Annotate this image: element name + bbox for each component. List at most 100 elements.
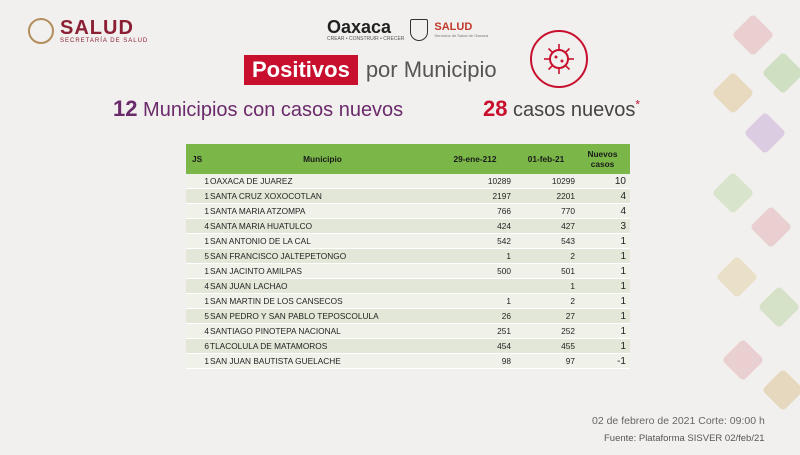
cell-date2: 543 (514, 233, 578, 249)
cell-date1: 98 (436, 353, 514, 369)
salud-subtitle: SECRETARÍA DE SALUD (60, 38, 149, 44)
cell-date2: 1 (514, 278, 578, 294)
cell-date2: 455 (514, 338, 578, 354)
cell-new: 1 (578, 338, 630, 354)
cell-date2: 427 (514, 218, 578, 234)
salud-logo: SALUD SECRETARÍA DE SALUD (28, 18, 148, 44)
oaxaca-name: Oaxaca (327, 17, 392, 37)
cell-js: 4 (186, 218, 210, 234)
state-salud-title: SALUD (434, 21, 473, 33)
decor-tile (749, 205, 793, 249)
table-row: 1 SAN JUAN BAUTISTA GUELACHE 98 97 -1 (186, 353, 630, 369)
municipios-stat: 12 Municipios con casos nuevos (113, 96, 403, 122)
cell-new: 1 (578, 278, 630, 294)
header-date2: 01-feb-21 (514, 144, 578, 174)
table-row: 4 SAN JUAN LACHAO 1 1 (186, 278, 630, 294)
cell-date1: 500 (436, 263, 514, 279)
municipios-count: 12 (113, 96, 138, 121)
decor-tile (757, 285, 800, 329)
cell-municipio: SAN PEDRO Y SAN PABLO TEPOSCOLULA (210, 308, 436, 324)
table-header-row: JS Municipio 29-ene-212 01-feb-21 Nuevos… (186, 144, 630, 174)
cell-date2: 2201 (514, 188, 578, 204)
table-row: 6 TLACOLULA DE MATAMOROS 454 455 1 (186, 338, 630, 354)
cell-js: 1 (186, 293, 210, 309)
decor-tile (711, 171, 755, 215)
cases-count: 28 (483, 96, 508, 121)
decor-tile (721, 338, 765, 382)
decor-tile (711, 71, 755, 115)
title-rest: por Municipio (365, 57, 497, 82)
table-row: 5 SAN FRANCISCO JALTEPETONGO 1 2 1 (186, 248, 630, 264)
cell-date1 (436, 278, 514, 294)
cell-new: 1 (578, 263, 630, 279)
cell-date2: 2 (514, 293, 578, 309)
decor-tile (761, 51, 800, 95)
table-row: 1 SAN JACINTO AMILPAS 500 501 1 (186, 263, 630, 279)
cell-date1: 542 (436, 233, 514, 249)
cell-js: 4 (186, 278, 210, 294)
cell-date2: 10299 (514, 174, 578, 189)
municipios-label: Municipios con casos nuevos (143, 99, 404, 121)
cell-js: 4 (186, 323, 210, 339)
cell-municipio: SANTIAGO PINOTEPA NACIONAL (210, 323, 436, 339)
cell-date1: 10289 (436, 174, 514, 189)
table-row: 4 SANTA MARIA HUATULCO 424 427 3 (186, 218, 630, 234)
cell-date1: 26 (436, 308, 514, 324)
cell-new: 1 (578, 233, 630, 249)
cell-date2: 97 (514, 353, 578, 369)
table-row: 1 SANTA MARIA ATZOMPA 766 770 4 (186, 203, 630, 219)
cell-new: 1 (578, 323, 630, 339)
table-row: 1 SANTA CRUZ XOXOCOTLAN 2197 2201 4 (186, 188, 630, 204)
cell-date1: 251 (436, 323, 514, 339)
page-title: Positivos por Municipio (244, 55, 497, 85)
table-row: 4 SANTIAGO PINOTEPA NACIONAL 251 252 1 (186, 323, 630, 339)
cell-municipio: SANTA MARIA HUATULCO (210, 218, 436, 234)
decor-tile (743, 111, 787, 155)
cell-date1: 766 (436, 203, 514, 219)
state-salud-subtitle: Servicios de Salud de Oaxaca (434, 33, 488, 38)
cell-municipio: SAN JACINTO AMILPAS (210, 263, 436, 279)
cell-js: 1 (186, 203, 210, 219)
oaxaca-logos: Oaxaca CREAR • CONSTRUIR • CRECER SALUD … (327, 18, 488, 42)
cell-date1: 1 (436, 248, 514, 264)
cell-date1: 1 (436, 293, 514, 309)
cell-js: 5 (186, 308, 210, 324)
cases-label: casos nuevos (513, 99, 636, 121)
cases-mark: * (635, 97, 641, 112)
table-row: 1 SAN ANTONIO DE LA CAL 542 543 1 (186, 233, 630, 249)
cell-municipio: TLACOLULA DE MATAMOROS (210, 338, 436, 354)
cell-municipio: SANTA MARIA ATZOMPA (210, 203, 436, 219)
cell-date2: 27 (514, 308, 578, 324)
cell-new: 4 (578, 203, 630, 219)
cell-municipio: SAN JUAN BAUTISTA GUELACHE (210, 353, 436, 369)
cell-date2: 252 (514, 323, 578, 339)
cutoff-date: 02 de febrero de 2021 Corte: 09:00 h (592, 415, 765, 427)
cell-new: 10 (578, 174, 630, 189)
cell-new: 3 (578, 218, 630, 234)
cell-new: -1 (578, 353, 630, 369)
cases-stat: 28 casos nuevos* (483, 96, 640, 122)
cell-date2: 2 (514, 248, 578, 264)
header-municipio: Municipio (210, 144, 436, 174)
cell-municipio: SANTA CRUZ XOXOCOTLAN (210, 188, 436, 204)
cell-date1: 454 (436, 338, 514, 354)
cell-municipio: SAN FRANCISCO JALTEPETONGO (210, 248, 436, 264)
cell-municipio: SAN MARTIN DE LOS CANSECOS (210, 293, 436, 309)
cell-js: 1 (186, 188, 210, 204)
cell-new: 1 (578, 308, 630, 324)
decor-tile (715, 255, 759, 299)
cell-date1: 424 (436, 218, 514, 234)
data-source: Fuente: Plataforma SISVER 02/feb/21 (604, 433, 765, 444)
mexico-seal-icon (28, 18, 54, 44)
cell-municipio: SAN ANTONIO DE LA CAL (210, 233, 436, 249)
cell-new: 4 (578, 188, 630, 204)
cell-municipio: SAN JUAN LACHAO (210, 278, 436, 294)
cell-municipio: OAXACA DE JUAREZ (210, 174, 436, 189)
cell-date1: 2197 (436, 188, 514, 204)
decor-tile (761, 368, 800, 412)
cell-js: 6 (186, 338, 210, 354)
virus-icon (530, 30, 588, 88)
oaxaca-slogan: CREAR • CONSTRUIR • CRECER (327, 36, 405, 42)
decor-tile (731, 13, 775, 57)
salud-title: SALUD (60, 17, 134, 39)
